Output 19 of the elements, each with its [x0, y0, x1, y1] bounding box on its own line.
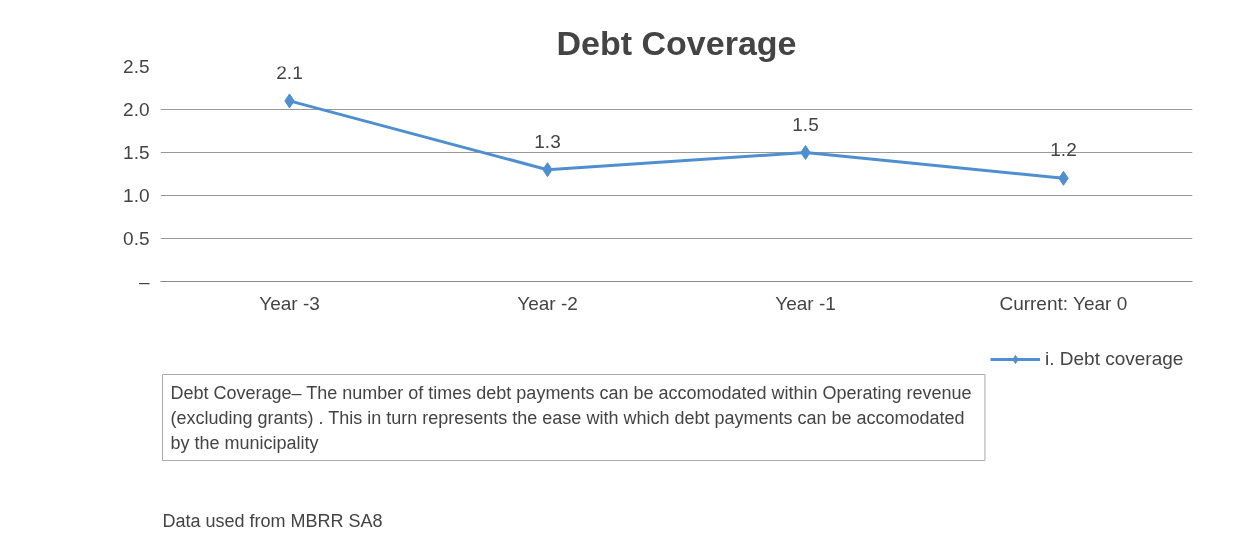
- point: [800, 145, 811, 160]
- x-tick-label: Year -1: [775, 292, 836, 314]
- chart-title: Debt Coverage: [556, 23, 797, 62]
- y-tick-label: 2.0: [123, 99, 150, 120]
- x-tick-label: Current: Year 0: [999, 292, 1128, 314]
- text: Data used from MBRR SA8: [162, 510, 383, 531]
- data-label: 1.5: [792, 113, 819, 135]
- x-tick-label: Year -3: [259, 292, 320, 314]
- y-tick-label: 0.5: [123, 228, 150, 249]
- text: Debt Coverage– The number of times debt payments can be accomodated within Operating revenue (excluding grants) . This in turn represents the ease with which debt payments can be accomodated by the municipality: [170, 382, 972, 453]
- y-tick-label: 1.5: [123, 142, 150, 163]
- y-tick-label: 1.0: [123, 185, 150, 206]
- data-label: 1.2: [1050, 139, 1077, 161]
- y-tick-label: –: [138, 271, 150, 292]
- y-tick-label: 2.5: [123, 56, 150, 77]
- x-tick-label: Year -2: [517, 292, 578, 314]
- data-label: 1.3: [534, 130, 561, 152]
- legend-label: i. Debt coverage: [1045, 348, 1184, 370]
- data-label: 2.1: [276, 61, 303, 83]
